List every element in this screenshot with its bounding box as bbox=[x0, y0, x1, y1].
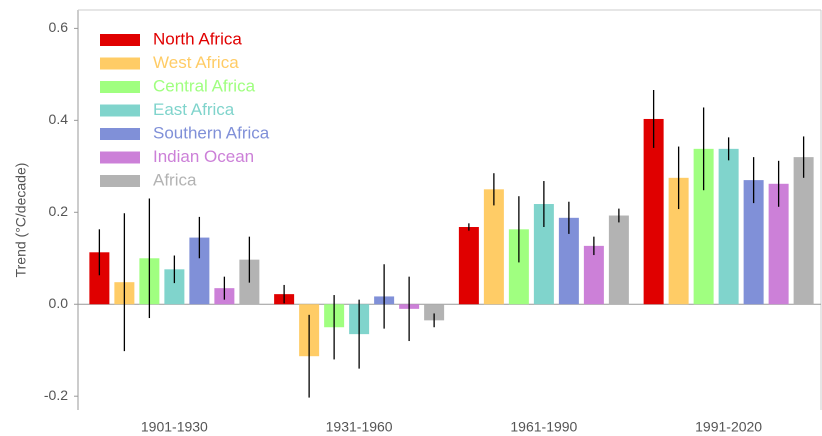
bar bbox=[189, 237, 210, 305]
bar bbox=[668, 177, 689, 305]
legend-label: Central Africa bbox=[153, 76, 256, 95]
bar bbox=[558, 217, 579, 305]
bar bbox=[768, 183, 789, 305]
bar bbox=[483, 189, 504, 305]
x-tick-label: 1991-2020 bbox=[695, 419, 762, 435]
bar bbox=[743, 180, 764, 305]
y-tick-label: 0.0 bbox=[49, 295, 69, 311]
legend-label: East Africa bbox=[153, 100, 235, 119]
bar bbox=[718, 148, 739, 305]
legend-swatch bbox=[100, 128, 140, 140]
legend-swatch bbox=[100, 34, 140, 46]
legend-swatch bbox=[100, 175, 140, 187]
x-tick-label: 1961-1990 bbox=[510, 419, 577, 435]
legend-label: Southern Africa bbox=[153, 123, 270, 142]
y-tick-label: 0.6 bbox=[49, 19, 69, 35]
legend-swatch bbox=[100, 104, 140, 117]
bar bbox=[458, 227, 479, 305]
bar bbox=[533, 204, 554, 305]
y-tick-label: 0.2 bbox=[49, 203, 69, 219]
y-axis-label: Trend (°C/decade) bbox=[13, 163, 29, 278]
legend-swatch bbox=[100, 151, 140, 164]
bar bbox=[693, 148, 714, 305]
y-tick-label: -0.2 bbox=[44, 387, 68, 403]
legend-label: Indian Ocean bbox=[153, 147, 254, 166]
legend-label: North Africa bbox=[153, 29, 242, 48]
bar bbox=[793, 157, 814, 305]
bar bbox=[89, 252, 110, 305]
bar bbox=[583, 245, 604, 305]
x-tick-label: 1901-1930 bbox=[141, 419, 208, 435]
y-tick-label: 0.4 bbox=[49, 111, 69, 127]
bar bbox=[508, 229, 529, 305]
bar bbox=[164, 269, 185, 305]
legend-swatch bbox=[100, 57, 140, 70]
x-tick-label: 1931-1960 bbox=[326, 419, 393, 435]
bar bbox=[643, 118, 664, 305]
legend-label: West Africa bbox=[153, 53, 239, 72]
bar bbox=[424, 304, 445, 321]
bar bbox=[608, 215, 629, 305]
legend-swatch bbox=[100, 81, 140, 93]
legend-label: Africa bbox=[153, 170, 197, 189]
